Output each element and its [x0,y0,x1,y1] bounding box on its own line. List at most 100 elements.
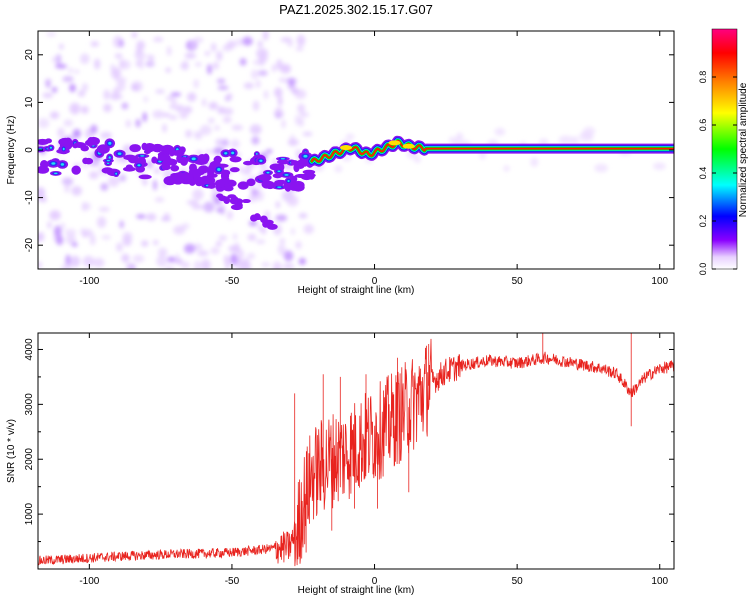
snr-panel: -100 -50 0 50 100 1000 2000 3000 4000 Height of … [6,332,675,596]
heatmap-cell [62,76,74,83]
heatmap-cell [581,132,592,137]
heatmap-cell [155,89,165,94]
colorbar-tick-label: 0.4 [698,167,708,180]
heatmap-cell [230,253,238,265]
heatmap-cell [90,41,100,47]
spectrogram-y-tick-label: -10 [24,190,35,205]
heatmap-cell [283,250,294,262]
heatmap-cell [77,90,86,98]
heatmap-cell [70,255,81,268]
heatmap-cell [151,156,158,164]
heatmap-cell [191,202,201,210]
heatmap-cell [281,190,294,202]
heatmap-cell [241,199,251,204]
heatmap-cell [292,180,305,190]
heatmap-cell [145,213,157,222]
heatmap-cell [247,233,257,242]
heatmap-cell [215,138,224,146]
heatmap-cell [71,242,78,247]
heatmap-cell [303,154,308,158]
heatmap-cell [89,234,96,246]
colorbar-tick-label: 0.2 [698,215,708,228]
heatmap-cell [163,212,170,219]
heatmap-cell [162,112,171,118]
heatmap-cell [298,257,307,265]
heatmap-cell [282,263,295,269]
heatmap-cell [49,210,61,221]
heatmap-cell [295,241,302,250]
spectrogram-blobs [38,31,666,269]
heatmap-cell [276,59,283,71]
spectrogram-y-tick-label: 20 [24,49,35,61]
heatmap-cell [226,210,234,220]
heatmap-cell [230,195,239,203]
heatmap-cell [503,165,510,172]
heatmap-cell [251,136,260,145]
heatmap-cell [303,224,314,234]
heatmap-cell [170,164,180,172]
heatmap-cell [294,173,309,178]
heatmap-cell [108,175,120,187]
heatmap-cell [216,50,223,62]
heatmap-cell [212,61,219,70]
heatmap-cell [201,175,212,181]
heatmap-cell [132,254,145,263]
heatmap-cell [175,104,185,113]
heatmap-cell [137,164,141,167]
heatmap-cell [229,156,242,163]
heatmap-cell [229,167,240,173]
heatmap-cell [135,60,141,67]
snr-plot-frame [37,332,675,570]
heatmap-cell [135,118,141,128]
heatmap-cell [241,168,252,176]
heatmap-cell [216,78,226,84]
ridge-peak [388,140,401,146]
heatmap-cell [47,221,52,229]
heatmap-cell [193,36,204,44]
spectral-ridge-line [310,139,674,163]
heatmap-cell [260,226,267,235]
heatmap-cell [214,179,225,188]
heatmap-cell [263,90,269,100]
snr-x-tick-label: 0 [372,576,378,587]
heatmap-cell [152,36,164,43]
heatmap-cell [168,149,175,157]
spectrogram-x-tick-label: 0 [372,276,378,287]
heatmap-cell [218,195,228,202]
heatmap-cell [266,223,278,230]
heatmap-cell [119,220,124,229]
heatmap-cell [184,243,196,254]
heatmap-cell [275,106,283,117]
heatmap-cell [162,123,167,133]
heatmap-cell [59,43,64,50]
heatmap-cell [216,207,222,213]
snr-y-tick-label: 2000 [24,448,35,471]
heatmap-cell [62,147,65,151]
heatmap-cell [284,173,289,176]
heatmap-cell [175,253,180,265]
heatmap-cell [294,89,307,100]
heatmap-cell [38,138,50,145]
heatmap-cell [274,87,283,98]
spectrogram-x-tick-label: 100 [651,276,668,287]
heatmap-cell [62,177,74,186]
heatmap-cell [38,261,42,269]
heatmap-cell [276,159,290,165]
heatmap-cell [237,181,249,190]
snr-x-tick-label: -50 [225,576,240,587]
heatmap-cell [100,182,109,191]
heatmap-cell [153,240,159,246]
heatmap-cell [142,178,148,186]
heatmap-cell [108,156,111,159]
heatmap-cell [277,243,286,256]
figure-title: PAZ1.2025.302.15.17.G07 [279,2,433,17]
heatmap-cell [165,95,175,101]
heatmap-cell [240,260,251,269]
heatmap-cell [71,186,83,196]
heatmap-cell [298,117,304,128]
heatmap-cell [231,124,244,131]
heatmap-cell [51,86,58,93]
heatmap-cell [242,36,253,46]
heatmap-cell [530,157,539,167]
